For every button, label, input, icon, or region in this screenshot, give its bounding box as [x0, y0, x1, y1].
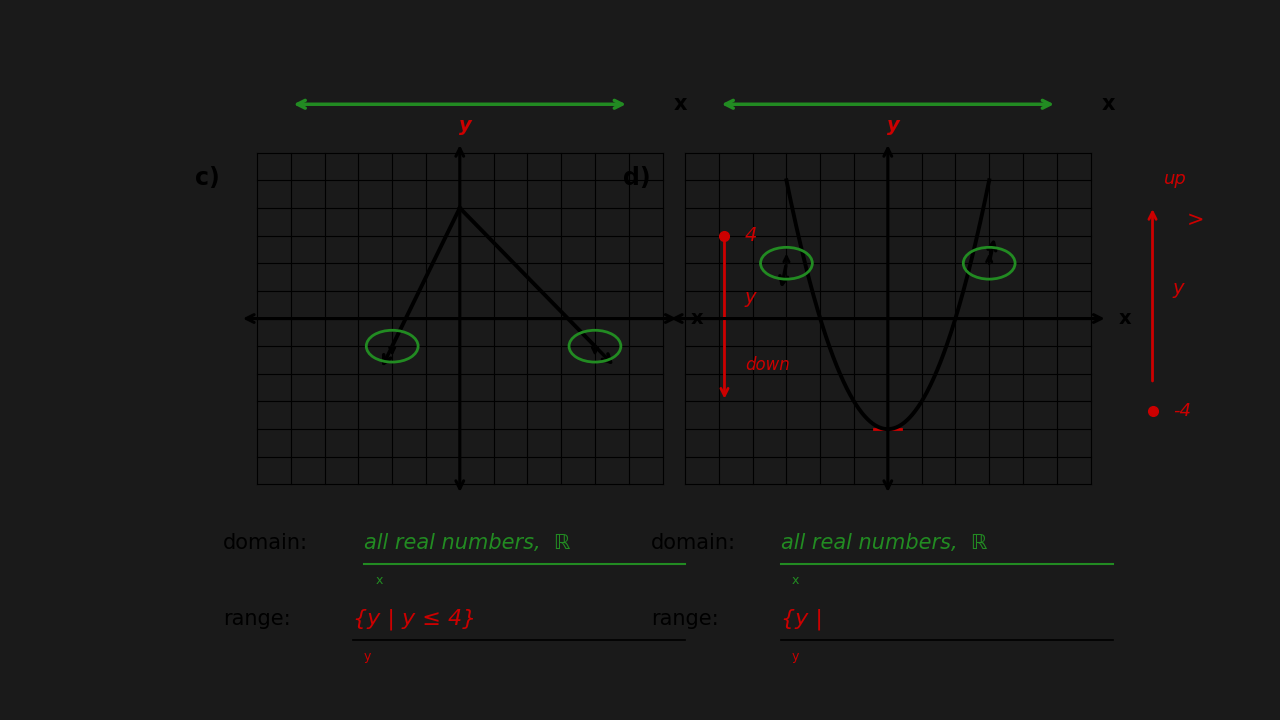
Text: >: >: [1187, 210, 1203, 230]
Text: x: x: [1102, 94, 1115, 114]
Text: d): d): [623, 166, 650, 191]
Text: range:: range:: [223, 609, 291, 629]
Text: down: down: [745, 356, 790, 374]
Text: c): c): [195, 166, 220, 191]
Text: y: y: [364, 650, 371, 663]
Text: domain:: domain:: [223, 533, 308, 553]
Text: x: x: [691, 309, 703, 328]
Text: y: y: [745, 288, 756, 307]
Text: domain:: domain:: [652, 533, 736, 553]
Text: y: y: [792, 650, 800, 663]
Text: y: y: [887, 117, 900, 135]
Text: all real numbers,  ℝ: all real numbers, ℝ: [364, 533, 571, 553]
Text: {y |: {y |: [781, 609, 823, 630]
Text: range:: range:: [652, 609, 719, 629]
Text: x: x: [1119, 309, 1132, 328]
Text: {y | y ≤ 4}: {y | y ≤ 4}: [353, 609, 476, 630]
Text: y: y: [460, 117, 472, 135]
Text: -4: -4: [1172, 402, 1190, 420]
Text: x: x: [792, 575, 800, 588]
Text: all real numbers,  ℝ: all real numbers, ℝ: [781, 533, 987, 553]
Text: x: x: [375, 575, 383, 588]
Text: up: up: [1164, 170, 1187, 188]
Text: y: y: [1172, 279, 1184, 297]
Text: 4: 4: [745, 226, 758, 245]
Text: x: x: [673, 94, 687, 114]
